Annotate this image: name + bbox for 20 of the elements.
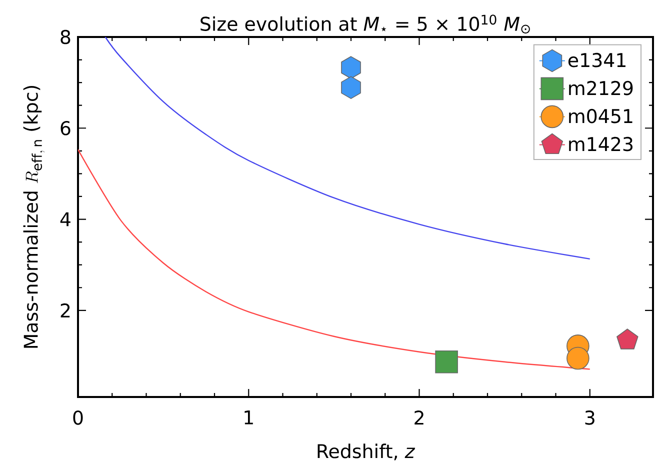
legend-label: e1341 bbox=[568, 52, 626, 68]
legend-label: m0451 bbox=[569, 108, 632, 124]
x-tick-label: 2 bbox=[414, 410, 424, 425]
point bbox=[341, 76, 361, 99]
y-tick-label: 2 bbox=[60, 303, 70, 318]
y-tick-label: 4 bbox=[60, 212, 70, 226]
legend-label: m2129 bbox=[569, 80, 633, 96]
y-tick-label: 8 bbox=[60, 30, 70, 44]
x-axis-title: Redshift, z bbox=[318, 444, 416, 460]
x-tick-label: 3 bbox=[585, 410, 594, 425]
x-tick-label: 0 bbox=[73, 410, 83, 425]
x-tick-label: 1 bbox=[244, 410, 253, 424]
y-tick-label: 6 bbox=[60, 120, 70, 136]
point bbox=[566, 346, 590, 370]
chart-title: Size evolution at M$_{⋆}$ = 5 × 10$^{10}$ M$_{⊙}$ bbox=[200, 14, 530, 34]
point bbox=[435, 350, 458, 374]
legend-label: m1423 bbox=[569, 136, 632, 152]
point bbox=[616, 328, 638, 350]
y-axis-title: $\text{Mass-normalized }R_{\mathrm{eff,\,n}}\text{ (kpc)}$ bbox=[23, 86, 45, 348]
point bbox=[341, 56, 361, 79]
